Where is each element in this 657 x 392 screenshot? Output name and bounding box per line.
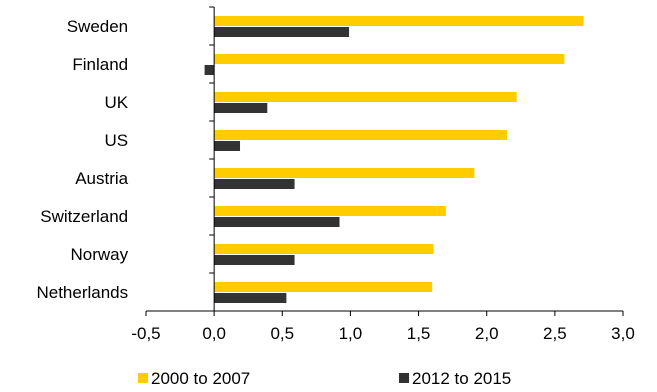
bar-uk-series-1 — [214, 92, 517, 102]
bars-layer — [204, 16, 584, 303]
x-tick-label: 1,0 — [339, 324, 363, 343]
bar-uk-series-2 — [214, 103, 268, 113]
axes-layer — [145, 6, 624, 316]
bar-us-series-1 — [214, 130, 508, 140]
category-label: Austria — [75, 169, 128, 188]
bar-austria-series-1 — [214, 168, 475, 178]
category-label: US — [105, 131, 129, 150]
bar-sweden-series-2 — [214, 27, 350, 37]
x-tick-label: 3,0 — [611, 324, 635, 343]
bar-finland-series-1 — [214, 54, 565, 64]
x-tick-label: 0,5 — [270, 324, 294, 343]
legend: 2000 to 2007 2012 to 2015 — [138, 369, 511, 388]
category-label: Sweden — [67, 17, 128, 36]
bar-finland-series-2 — [204, 65, 215, 75]
bar-us-series-2 — [214, 141, 241, 151]
category-label: Finland — [72, 55, 128, 74]
x-tick-label: 0,0 — [202, 324, 226, 343]
category-label: Norway — [71, 245, 129, 264]
legend-swatch-series-2 — [399, 373, 409, 383]
legend-label-series-2: 2012 to 2015 — [412, 369, 511, 388]
x-tick-label: 1,5 — [407, 324, 431, 343]
category-label: UK — [105, 93, 129, 112]
legend-swatch-series-1 — [138, 373, 148, 383]
legend-label-series-1: 2000 to 2007 — [151, 369, 250, 388]
bar-norway-series-1 — [214, 244, 434, 254]
bar-sweden-series-1 — [214, 16, 584, 26]
labels-layer: Sweden Finland UK US Austria Switzerland Norwa… — [36, 17, 634, 343]
bar-austria-series-2 — [214, 179, 295, 189]
x-tick-label: 2,5 — [543, 324, 567, 343]
category-label: Netherlands — [36, 283, 128, 302]
bar-switzerland-series-2 — [214, 217, 340, 227]
x-tick-label: 2,0 — [475, 324, 499, 343]
category-label: Switzerland — [40, 207, 128, 226]
x-tick-label: -0,5 — [131, 324, 160, 343]
bar-norway-series-2 — [214, 255, 295, 265]
bar-switzerland-series-1 — [214, 206, 446, 216]
bar-netherlands-series-1 — [214, 282, 433, 292]
bar-netherlands-series-2 — [214, 293, 287, 303]
